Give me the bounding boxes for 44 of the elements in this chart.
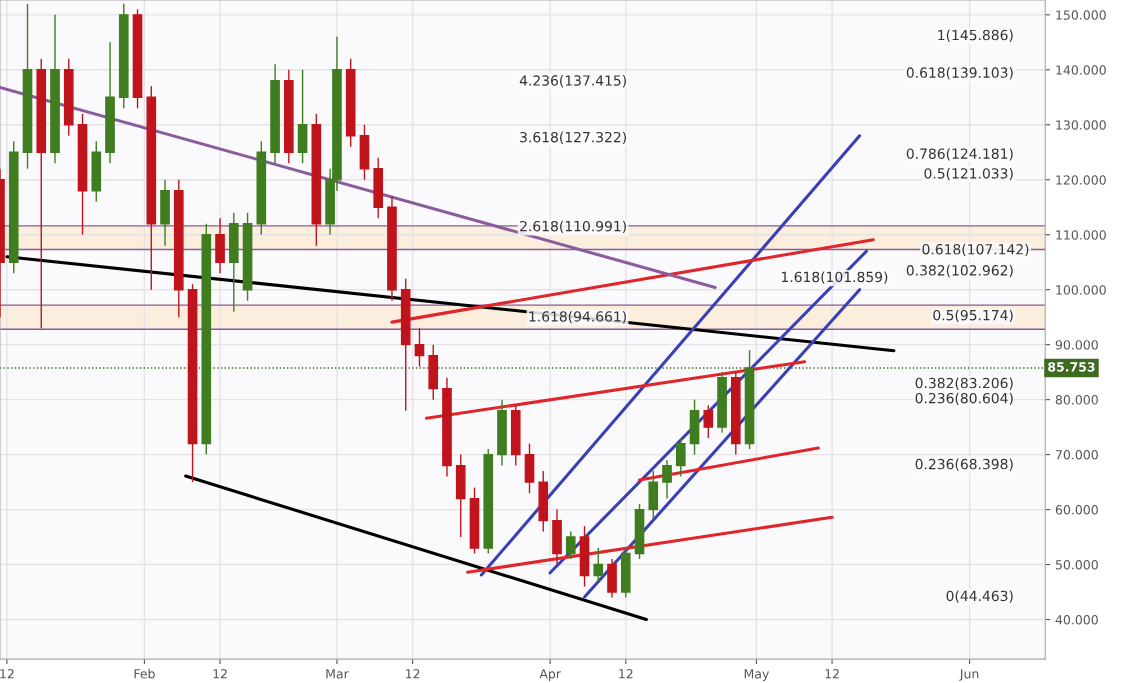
y-tick-label: 60.000 bbox=[1055, 505, 1098, 515]
annotation: 0.5(95.174) bbox=[933, 309, 1013, 323]
y-tick-label: 90.000 bbox=[1055, 340, 1098, 350]
x-tick-label: May bbox=[744, 669, 769, 681]
annotation: 0.236(80.604) bbox=[915, 392, 1013, 406]
y-tick-label: 70.000 bbox=[1056, 450, 1098, 460]
x-tick-label: Apr bbox=[539, 669, 561, 681]
annotation: 1.618(101.859) bbox=[781, 271, 888, 284]
annotation: 4.236(137.415) bbox=[519, 75, 626, 88]
y-tick-label: 50.000 bbox=[1055, 560, 1098, 570]
annotation: 0.786(124.181) bbox=[906, 148, 1013, 161]
candlestick bbox=[565, 530, 576, 560]
x-tick-label: 12 bbox=[0, 669, 14, 679]
y-tick-label: 150.000 bbox=[1056, 10, 1106, 20]
y-tick-label: 140.000 bbox=[1056, 65, 1106, 75]
y-tick-label: 40.000 bbox=[1055, 614, 1098, 625]
annotation: 3.618(127.322) bbox=[520, 131, 626, 145]
annotation: 1.618(94.661) bbox=[529, 310, 626, 324]
candlestick bbox=[703, 404, 714, 439]
annotation: 2.618(110.991) bbox=[520, 220, 626, 234]
x-tick-label: 12 bbox=[213, 669, 227, 679]
x-tick-label: Jun bbox=[959, 669, 979, 681]
candlestick bbox=[593, 547, 604, 582]
annotation: 0.618(139.103) bbox=[906, 67, 1013, 80]
x-tick-label: 12 bbox=[825, 669, 839, 679]
x-tick-label: Mar bbox=[326, 669, 349, 679]
annotation: 0.382(102.962) bbox=[906, 264, 1013, 278]
annotation: 0.382(83.206) bbox=[915, 377, 1013, 390]
candlestick bbox=[662, 459, 672, 500]
ref-line-label: 85.753 bbox=[1048, 362, 1095, 372]
y-tick-label: 130.000 bbox=[1056, 120, 1106, 130]
y-tick-label: 100.000 bbox=[1056, 285, 1106, 295]
annotation: 1(145.886) bbox=[938, 29, 1013, 42]
x-tick-label: 12 bbox=[619, 669, 633, 679]
x-tick-label: Feb bbox=[134, 668, 155, 679]
y-tick-label: 80.000 bbox=[1055, 395, 1098, 405]
annotation: 0(44.463) bbox=[946, 590, 1013, 603]
annotation: 0.618(107.142) bbox=[922, 243, 1029, 257]
annotation: 0.5(121.033) bbox=[924, 167, 1013, 181]
y-tick-label: 110.000 bbox=[1056, 230, 1106, 240]
y-tick-label: 120.000 bbox=[1056, 175, 1106, 185]
x-tick-label: 12 bbox=[406, 669, 420, 679]
candlestick bbox=[675, 437, 686, 478]
annotation: 0.236(68.398) bbox=[915, 458, 1013, 471]
